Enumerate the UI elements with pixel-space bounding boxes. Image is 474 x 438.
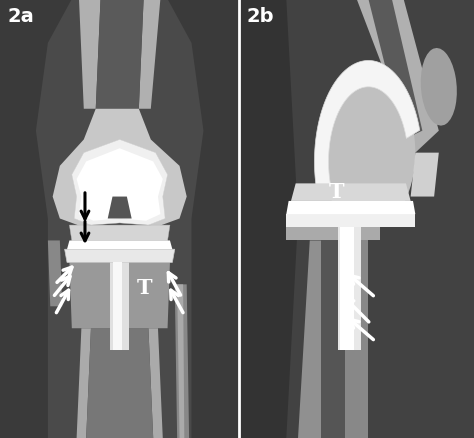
Polygon shape: [338, 228, 361, 350]
Polygon shape: [139, 0, 160, 110]
Polygon shape: [177, 285, 184, 438]
Polygon shape: [368, 0, 422, 140]
Polygon shape: [321, 241, 345, 438]
Polygon shape: [72, 140, 168, 226]
Polygon shape: [286, 201, 415, 215]
Polygon shape: [112, 263, 122, 350]
Polygon shape: [175, 285, 189, 438]
Polygon shape: [69, 263, 170, 328]
Polygon shape: [148, 328, 163, 438]
Polygon shape: [286, 228, 380, 241]
Polygon shape: [0, 0, 239, 438]
Polygon shape: [69, 226, 170, 241]
Polygon shape: [48, 241, 62, 307]
Ellipse shape: [321, 77, 415, 230]
Polygon shape: [79, 0, 100, 110]
Polygon shape: [77, 149, 163, 221]
Text: 2b: 2b: [246, 7, 274, 26]
Polygon shape: [356, 0, 439, 153]
Polygon shape: [53, 110, 187, 228]
Polygon shape: [67, 241, 173, 250]
Text: T: T: [137, 278, 152, 297]
Polygon shape: [340, 228, 355, 350]
Polygon shape: [239, 0, 474, 438]
Polygon shape: [77, 328, 91, 438]
Text: 2a: 2a: [7, 7, 34, 26]
Ellipse shape: [421, 49, 457, 126]
Polygon shape: [86, 328, 153, 438]
Polygon shape: [64, 250, 175, 263]
Polygon shape: [298, 241, 328, 438]
Polygon shape: [0, 0, 72, 438]
Polygon shape: [314, 61, 420, 193]
Polygon shape: [291, 184, 410, 201]
Polygon shape: [96, 0, 144, 110]
Polygon shape: [108, 197, 132, 219]
Polygon shape: [239, 0, 298, 438]
Polygon shape: [345, 241, 368, 438]
Polygon shape: [110, 263, 129, 350]
Text: T: T: [328, 181, 344, 201]
Polygon shape: [410, 153, 439, 197]
Polygon shape: [168, 0, 239, 438]
Polygon shape: [286, 215, 415, 228]
